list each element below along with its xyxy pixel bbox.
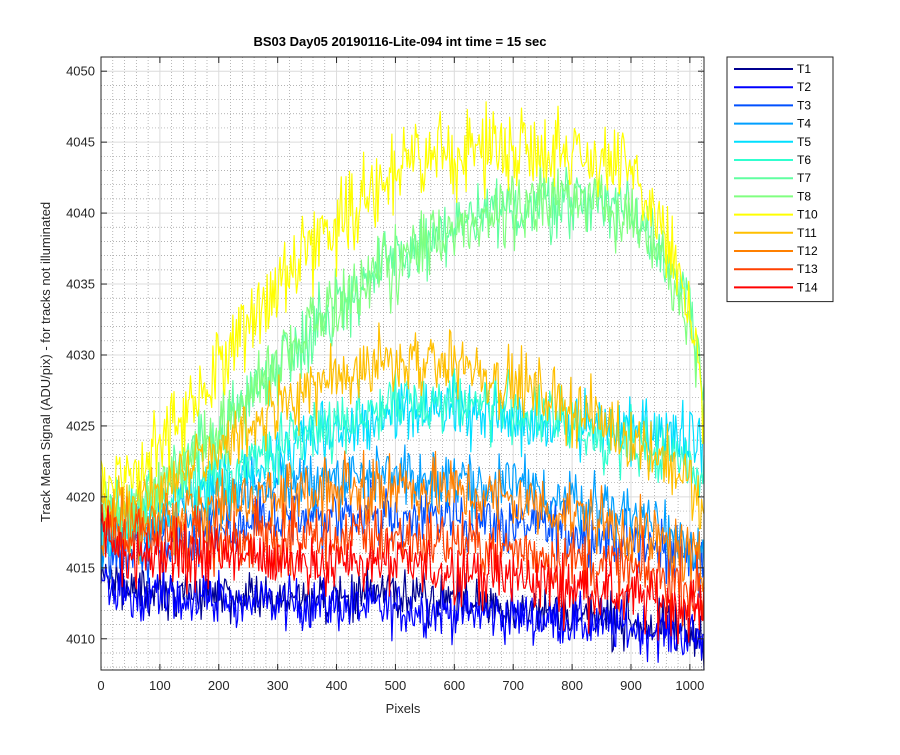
x-tick-label: 200: [208, 678, 230, 693]
series-line-t8: [100, 154, 705, 543]
y-tick-label: 4045: [66, 135, 95, 150]
x-tick-label: 500: [385, 678, 407, 693]
x-tick-label: 700: [502, 678, 524, 693]
x-tick-label: 0: [97, 678, 104, 693]
legend-label-t6: T6: [797, 153, 811, 167]
series-line-t1: [100, 555, 705, 671]
legend-label-t1: T1: [797, 62, 811, 76]
series-line-t11: [100, 322, 705, 530]
y-tick-label: 4040: [66, 206, 95, 221]
y-tick-label: 4025: [66, 418, 95, 433]
y-tick-label: 4015: [66, 560, 95, 575]
series-line-t7: [100, 166, 705, 553]
legend-label-t12: T12: [797, 244, 818, 258]
series-line-t10: [100, 101, 705, 522]
x-tick-label: 800: [561, 678, 583, 693]
chart-title: BS03 Day05 20190116-Lite-094 int time = …: [253, 34, 546, 49]
x-tick-label: 600: [443, 678, 465, 693]
y-tick-label: 4020: [66, 489, 95, 504]
y-axis-label: Track Mean Signal (ADU/pix) - for tracks…: [38, 202, 53, 522]
series-line-t12: [100, 449, 705, 592]
legend-label-t10: T10: [797, 208, 818, 222]
legend-label-t3: T3: [797, 98, 811, 112]
series-line-t6: [100, 368, 705, 540]
y-tick-label: 4035: [66, 277, 95, 292]
x-tick-label: 900: [620, 678, 642, 693]
x-tick-label: 300: [267, 678, 289, 693]
legend-label-t7: T7: [797, 171, 811, 185]
plot-border: [100, 56, 705, 671]
x-tick-label: 400: [326, 678, 348, 693]
x-tick-label: 1000: [675, 678, 704, 693]
legend-label-t11: T11: [797, 226, 817, 240]
x-axis-label: Pixels: [386, 701, 421, 716]
series-line-t2: [100, 565, 705, 663]
legend-box: [726, 56, 834, 303]
legend-label-t14: T14: [797, 280, 818, 294]
legend-label-t4: T4: [797, 117, 811, 131]
y-tick-label: 4010: [66, 631, 95, 646]
y-tick-label: 4030: [66, 347, 95, 362]
series-line-t14: [100, 505, 705, 645]
legend-label-t2: T2: [797, 80, 811, 94]
legend-label-t8: T8: [797, 189, 811, 203]
y-tick-label: 4050: [66, 64, 95, 79]
legend-label-t5: T5: [797, 135, 811, 149]
legend-label-t13: T13: [797, 262, 818, 276]
legend: T1 T2 T3 T4 T5 T6 T7 T8 T10 T11 T12 T13 T14: [726, 56, 834, 303]
axes: 0 100 200 300 400 500 600 700 800 900 1000 4010 4015…: [66, 56, 705, 693]
x-tick-label: 100: [149, 678, 171, 693]
series-lines: [100, 101, 705, 671]
